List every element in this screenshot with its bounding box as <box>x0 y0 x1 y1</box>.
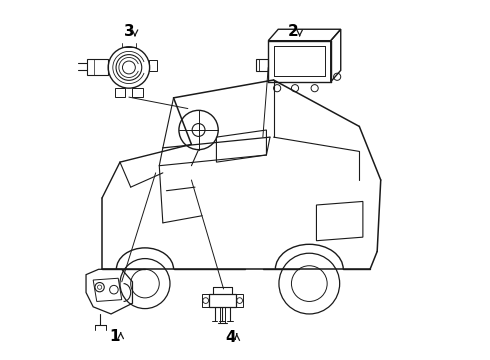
Text: 3: 3 <box>123 24 134 39</box>
Text: 2: 2 <box>288 24 299 39</box>
Text: 4: 4 <box>225 330 236 345</box>
Text: 1: 1 <box>109 329 120 344</box>
